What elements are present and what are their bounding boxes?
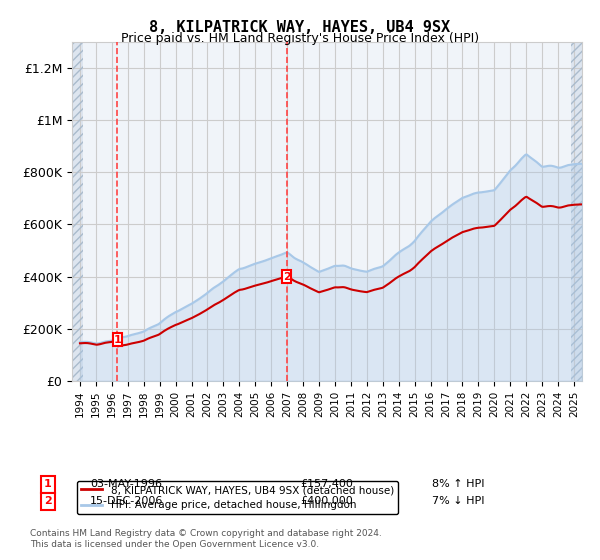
Text: 1: 1 (113, 335, 121, 345)
Bar (72, 42, 83, 381)
Text: 8% ↑ HPI: 8% ↑ HPI (432, 479, 485, 489)
Text: 7% ↓ HPI: 7% ↓ HPI (432, 496, 485, 506)
Bar (571, 42, 582, 381)
Bar (571, 42, 582, 381)
Text: 8, KILPATRICK WAY, HAYES, UB4 9SX: 8, KILPATRICK WAY, HAYES, UB4 9SX (149, 20, 451, 35)
Text: 03-MAY-1996: 03-MAY-1996 (90, 479, 162, 489)
Text: 2: 2 (283, 272, 290, 282)
Text: 2: 2 (44, 496, 52, 506)
Text: Price paid vs. HM Land Registry's House Price Index (HPI): Price paid vs. HM Land Registry's House … (121, 32, 479, 45)
Text: 1: 1 (44, 479, 52, 489)
Text: £157,400: £157,400 (300, 479, 353, 489)
FancyBboxPatch shape (282, 270, 291, 283)
Bar (72, 42, 83, 381)
FancyBboxPatch shape (113, 333, 122, 346)
Text: £400,000: £400,000 (300, 496, 353, 506)
Text: Contains HM Land Registry data © Crown copyright and database right 2024.
This d: Contains HM Land Registry data © Crown c… (30, 529, 382, 549)
Text: 15-DEC-2006: 15-DEC-2006 (90, 496, 163, 506)
Legend: 8, KILPATRICK WAY, HAYES, UB4 9SX (detached house), HPI: Average price, detached: 8, KILPATRICK WAY, HAYES, UB4 9SX (detac… (77, 481, 398, 515)
